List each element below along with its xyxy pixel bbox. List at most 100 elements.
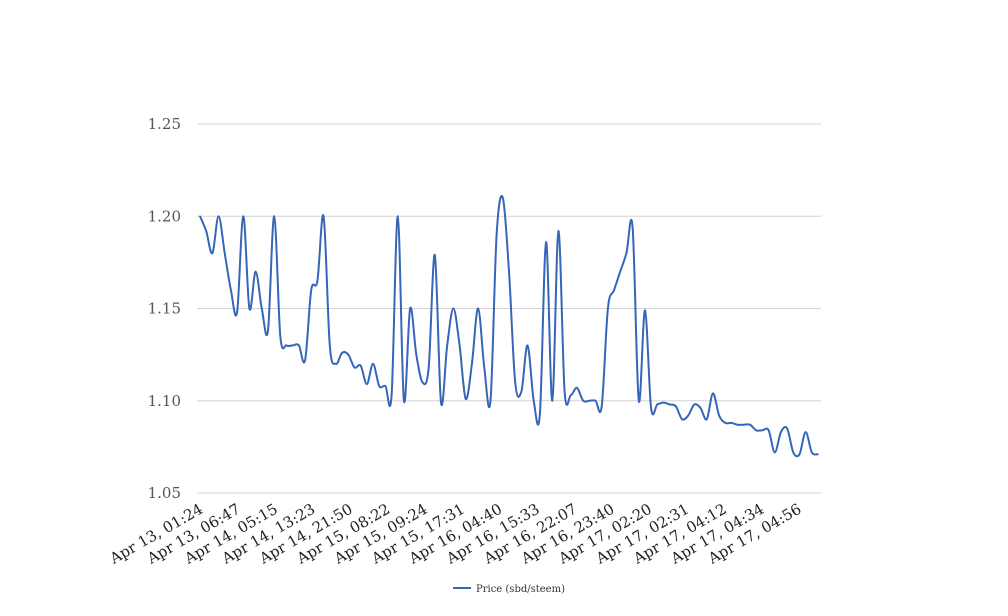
data-point: [804, 431, 807, 433]
data-point: [230, 289, 232, 291]
data-point: [743, 423, 745, 426]
data-point: [452, 307, 455, 310]
data-point: [427, 366, 430, 369]
data-point: [607, 307, 609, 310]
data-point: [378, 385, 381, 387]
data-point: [755, 429, 757, 432]
data-point: [223, 252, 226, 254]
data-point: [248, 307, 251, 310]
data-point: [242, 215, 245, 218]
data-point: [773, 451, 776, 454]
data-point: [588, 399, 591, 402]
y-axis-ticks: 1.05 1.10 1.15 1.20 1.25: [148, 115, 181, 502]
data-point: [526, 344, 529, 347]
data-point: [217, 215, 220, 218]
data-point: [767, 429, 770, 432]
data-point: [397, 215, 399, 218]
data-point: [582, 399, 584, 402]
data-point: [625, 252, 628, 254]
data-point: [316, 280, 319, 282]
data-point: [403, 399, 405, 402]
data-point: [761, 429, 764, 432]
legend[interactable]: Price (sbd/steem): [453, 584, 565, 595]
data-point: [532, 399, 535, 402]
data-point: [786, 427, 788, 430]
data-point: [687, 414, 689, 417]
data-point: [353, 366, 356, 369]
data-point: [236, 311, 238, 314]
data-point: [798, 453, 801, 456]
data-point: [384, 385, 387, 387]
data-point: [254, 270, 257, 273]
data-point: [600, 405, 603, 408]
data-point: [415, 353, 418, 356]
data-point: [291, 344, 294, 347]
data-point: [446, 344, 449, 347]
data-point: [372, 363, 374, 365]
data-point: [261, 307, 263, 310]
data-point: [668, 403, 671, 406]
data-point: [298, 344, 300, 347]
data-point: [545, 241, 547, 243]
data-point: [390, 394, 393, 397]
data-point: [656, 403, 659, 406]
data-point: [514, 381, 516, 384]
data-point: [613, 289, 615, 291]
data-point: [811, 451, 813, 454]
data-point: [539, 412, 541, 415]
data-point: [699, 407, 702, 409]
data-point: [335, 363, 337, 365]
data-point: [749, 423, 751, 426]
data-point: [347, 353, 350, 356]
data-point: [650, 407, 652, 409]
y-tick-label: 1.20: [148, 207, 181, 225]
data-point: [736, 423, 739, 426]
data-point: [508, 270, 510, 273]
data-point: [631, 226, 634, 229]
data-point: [644, 309, 646, 312]
legend-label: Price (sbd/steem): [476, 584, 565, 595]
data-point: [570, 394, 572, 397]
data-point: [724, 422, 727, 424]
data-point: [495, 233, 498, 236]
series-line-price[interactable]: [199, 195, 819, 458]
data-point: [477, 307, 479, 310]
y-tick-label: 1.05: [148, 484, 181, 502]
data-point: [489, 399, 492, 402]
data-point: [322, 215, 325, 218]
data-point: [780, 431, 782, 433]
y-tick-label: 1.25: [148, 115, 181, 133]
data-point: [693, 403, 696, 406]
data-point: [619, 270, 621, 273]
data-point: [279, 335, 282, 338]
data-point: [706, 418, 708, 421]
data-point: [273, 215, 276, 218]
data-point: [458, 344, 461, 347]
gridlines: [197, 123, 821, 494]
data-point: [792, 451, 795, 454]
data-point: [329, 344, 331, 347]
data-point: [366, 383, 368, 385]
data-point: [440, 401, 442, 404]
data-point: [594, 399, 597, 402]
data-point: [464, 398, 467, 400]
data-point: [817, 453, 819, 456]
data-point: [483, 366, 486, 369]
data-point: [638, 399, 640, 402]
data-point: [199, 215, 201, 218]
data-point: [681, 418, 683, 421]
data-point: [551, 399, 554, 402]
data-point: [718, 414, 720, 417]
data-point: [409, 307, 411, 310]
series-layer: [199, 195, 819, 458]
y-tick-label: 1.10: [148, 392, 181, 410]
data-point: [576, 387, 578, 389]
data-point: [471, 363, 473, 365]
data-point: [285, 344, 288, 347]
data-point: [662, 401, 665, 404]
y-tick-label: 1.15: [148, 300, 181, 318]
data-point: [267, 329, 269, 332]
data-point: [304, 359, 306, 362]
data-point: [341, 352, 343, 354]
